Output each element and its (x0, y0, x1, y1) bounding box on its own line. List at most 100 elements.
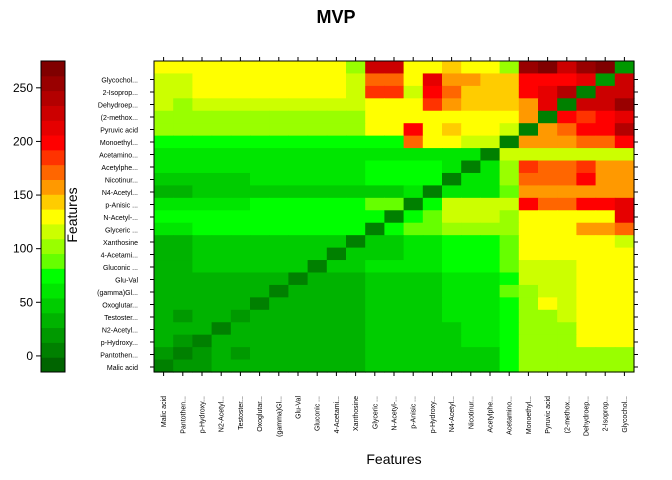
heatmap-cell (173, 98, 193, 112)
heatmap-cell (250, 98, 270, 112)
heatmap-cell (384, 309, 405, 323)
y-tick-label: Pyruvic acid (100, 128, 138, 135)
heatmap-cell (595, 98, 616, 112)
heatmap-cell (192, 148, 213, 162)
heatmap-cell (365, 85, 385, 99)
heatmap-cell (346, 185, 366, 199)
heatmap-cell (422, 235, 443, 249)
heatmap-cell (384, 297, 405, 311)
heatmap-cell (346, 210, 366, 224)
heatmap-cell (422, 347, 443, 361)
colorbar-swatch (41, 194, 65, 210)
heatmap-cell (288, 185, 309, 199)
heatmap-cell (538, 247, 558, 261)
heatmap-cell (346, 272, 366, 286)
heatmap-cell (480, 110, 501, 124)
heatmap-cell (307, 148, 328, 162)
heatmap-cell (595, 347, 616, 361)
y-tick-label: (2-methox... (101, 115, 138, 122)
heatmap-cell (154, 148, 174, 162)
heatmap-cell (461, 359, 481, 373)
heatmap-cell (288, 322, 309, 336)
heatmap-cell (518, 110, 539, 124)
heatmap-cell (422, 160, 443, 174)
heatmap-cell (499, 172, 520, 186)
heatmap-cell (173, 110, 193, 124)
heatmap-cell (288, 247, 309, 261)
heatmap-cell (442, 123, 462, 137)
heatmap-cell (365, 322, 385, 336)
heatmap-cell (307, 210, 328, 224)
heatmap-cell (211, 98, 232, 112)
heatmap-cell (173, 160, 193, 174)
heatmap-cell (346, 135, 366, 149)
heatmap-cell (499, 222, 520, 236)
heatmap-cell (269, 235, 289, 249)
heatmap-cell (403, 247, 424, 261)
heatmap-cell (230, 272, 251, 286)
heatmap-cell (384, 123, 405, 137)
heatmap-cell (211, 322, 232, 336)
heatmap-cell (499, 135, 520, 149)
heatmap-cell (346, 197, 366, 211)
heatmap-cell (154, 210, 174, 224)
heatmap-cell (480, 334, 501, 348)
heatmap-cell (557, 172, 577, 186)
heatmap-cell (346, 98, 366, 112)
y-tick-label: N4-Acetyl... (102, 190, 138, 197)
x-tick-label: Monoethyl... (526, 396, 533, 434)
heatmap-cell (442, 148, 462, 162)
heatmap-cell (250, 85, 270, 99)
heatmap-cell (269, 247, 289, 261)
heatmap-cell (557, 73, 577, 87)
heatmap-cell (614, 284, 635, 298)
x-tick-label: (2-methox... (564, 396, 571, 433)
x-tick-label: Acetamino... (507, 396, 514, 435)
heatmap-cell (576, 297, 597, 311)
heatmap-cell (173, 247, 193, 261)
heatmap-cell (346, 334, 366, 348)
heatmap-cell (576, 210, 597, 224)
heatmap-cell (269, 322, 289, 336)
heatmap-cell (461, 284, 481, 298)
x-tick-label: 4-Acetami... (334, 396, 341, 433)
heatmap-cell (518, 247, 539, 261)
heatmap-cell (480, 284, 501, 298)
heatmap-cell (365, 272, 385, 286)
y-tick-label: Xanthosine (103, 240, 138, 247)
chart-title: MVP (316, 7, 355, 27)
heatmap-cell (211, 185, 232, 199)
heatmap-cell (461, 297, 481, 311)
heatmap-cell (365, 197, 385, 211)
heatmap-cell (384, 284, 405, 298)
heatmap-cell (326, 98, 347, 112)
heatmap-cell (538, 347, 558, 361)
heatmap-cell (403, 347, 424, 361)
y-tick-label: Oxoglutar... (102, 303, 138, 310)
heatmap-cell (154, 347, 174, 361)
heatmap-cell (422, 85, 443, 99)
heatmap-cell (461, 197, 481, 211)
heatmap-cell (288, 197, 309, 211)
heatmap-cell (211, 235, 232, 249)
heatmap-cell (326, 222, 347, 236)
heatmap-cell (250, 347, 270, 361)
heatmap-cell (576, 148, 597, 162)
heatmap-cell (614, 309, 635, 323)
heatmap-cell (192, 197, 213, 211)
heatmap-cell (557, 61, 577, 75)
heatmap-cell (576, 284, 597, 298)
heatmap-cell (154, 260, 174, 274)
heatmap-cell (422, 284, 443, 298)
heatmap-cell (288, 160, 309, 174)
heatmap-cell (269, 197, 289, 211)
heatmap-cell (230, 148, 251, 162)
heatmap-cell (595, 197, 616, 211)
heatmap-cell (326, 160, 347, 174)
heatmap-cell (461, 123, 481, 137)
heatmap-cell (384, 110, 405, 124)
heatmap-cell (365, 73, 385, 87)
heatmap-cell (518, 334, 539, 348)
heatmap-cell (442, 73, 462, 87)
heatmap-cell (403, 135, 424, 149)
